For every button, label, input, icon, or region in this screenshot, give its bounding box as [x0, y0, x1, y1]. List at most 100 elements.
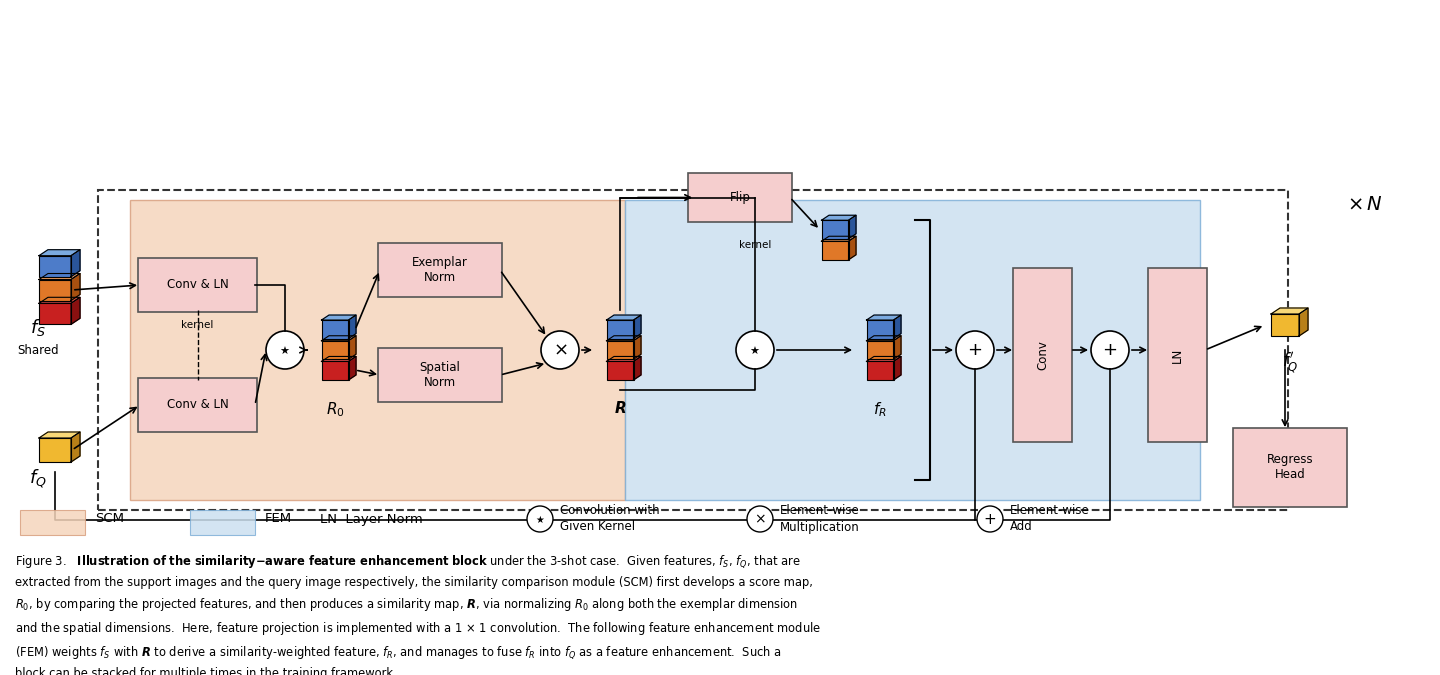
- Polygon shape: [1299, 308, 1308, 336]
- Circle shape: [747, 506, 773, 532]
- Polygon shape: [71, 273, 81, 300]
- Circle shape: [541, 331, 579, 369]
- Polygon shape: [348, 335, 356, 359]
- FancyBboxPatch shape: [1012, 268, 1071, 442]
- Text: $\bigstar$: $\bigstar$: [279, 344, 291, 356]
- Text: LN  Layer Norm: LN Layer Norm: [320, 512, 423, 526]
- FancyBboxPatch shape: [130, 200, 625, 500]
- Text: Conv & LN: Conv & LN: [167, 398, 229, 412]
- Circle shape: [976, 506, 1004, 532]
- FancyBboxPatch shape: [377, 348, 503, 402]
- Circle shape: [1092, 331, 1129, 369]
- Polygon shape: [606, 335, 641, 341]
- Polygon shape: [634, 335, 641, 359]
- Bar: [606, 320, 634, 339]
- FancyBboxPatch shape: [1148, 268, 1207, 442]
- Text: $\bigstar$: $\bigstar$: [749, 344, 760, 356]
- Bar: [321, 320, 348, 339]
- Polygon shape: [348, 315, 356, 339]
- Text: Conv: Conv: [1035, 340, 1048, 370]
- Text: Flip: Flip: [730, 191, 750, 204]
- Text: $\times\, N$: $\times\, N$: [1348, 196, 1382, 215]
- Polygon shape: [867, 335, 901, 341]
- Polygon shape: [39, 273, 81, 279]
- Bar: [321, 361, 348, 380]
- FancyBboxPatch shape: [138, 378, 256, 432]
- Polygon shape: [848, 215, 855, 239]
- Polygon shape: [634, 315, 641, 339]
- Text: Figure 3.   $\bf{Illustration\ of\ the\ similarity}$$\bf{-aware\ feature\ enhanc: Figure 3. $\bf{Illustration\ of\ the\ si…: [14, 553, 821, 675]
- Text: kernel: kernel: [739, 240, 772, 250]
- Bar: [867, 361, 893, 380]
- Text: Convolution with
Given Kernel: Convolution with Given Kernel: [560, 504, 660, 533]
- Text: $\bigstar$: $\bigstar$: [534, 514, 546, 524]
- Bar: [606, 341, 634, 359]
- Bar: [867, 341, 893, 359]
- Text: $+$: $+$: [984, 512, 996, 526]
- Text: Exemplar
Norm: Exemplar Norm: [412, 256, 468, 284]
- Text: Element-wise
Multiplication: Element-wise Multiplication: [780, 504, 860, 533]
- Text: kernel: kernel: [181, 320, 213, 330]
- Polygon shape: [634, 356, 641, 380]
- Polygon shape: [821, 215, 855, 220]
- Text: $\boldsymbol{R}$: $\boldsymbol{R}$: [613, 400, 626, 416]
- Polygon shape: [848, 236, 855, 260]
- Text: $\boldsymbol{f_S}$: $\boldsymbol{f_S}$: [30, 317, 46, 338]
- Text: FEM: FEM: [265, 512, 292, 526]
- Bar: [606, 361, 634, 380]
- FancyBboxPatch shape: [138, 258, 256, 312]
- FancyBboxPatch shape: [688, 173, 792, 222]
- Polygon shape: [867, 356, 901, 361]
- Text: Regress
Head: Regress Head: [1267, 454, 1313, 481]
- Bar: [20, 510, 85, 535]
- Text: $\boldsymbol{f_R}$: $\boldsymbol{f_R}$: [873, 400, 887, 418]
- Text: $\boldsymbol{f_Q}$: $\boldsymbol{f_Q}$: [29, 467, 48, 489]
- Text: $\times$: $\times$: [553, 341, 567, 359]
- Text: LN: LN: [1171, 348, 1184, 362]
- Polygon shape: [1272, 308, 1308, 314]
- Polygon shape: [71, 250, 81, 277]
- Polygon shape: [321, 356, 356, 361]
- Polygon shape: [39, 432, 81, 438]
- FancyBboxPatch shape: [1233, 428, 1346, 507]
- Polygon shape: [606, 356, 641, 361]
- Bar: [821, 220, 848, 239]
- Bar: [39, 438, 71, 462]
- Bar: [39, 256, 71, 277]
- Bar: [321, 341, 348, 359]
- Text: $\times$: $\times$: [755, 512, 766, 526]
- Circle shape: [527, 506, 553, 532]
- Bar: [39, 303, 71, 324]
- Polygon shape: [821, 236, 855, 241]
- Bar: [821, 241, 848, 260]
- Polygon shape: [867, 315, 901, 320]
- Polygon shape: [348, 356, 356, 380]
- Text: Conv & LN: Conv & LN: [167, 279, 229, 292]
- Text: $\boldsymbol{R_0}$: $\boldsymbol{R_0}$: [325, 400, 344, 418]
- Polygon shape: [71, 432, 81, 462]
- Text: $+$: $+$: [1103, 341, 1117, 359]
- Polygon shape: [321, 335, 356, 341]
- Bar: [1272, 314, 1299, 336]
- Polygon shape: [39, 297, 81, 303]
- Polygon shape: [321, 315, 356, 320]
- FancyBboxPatch shape: [377, 243, 503, 297]
- Polygon shape: [606, 315, 641, 320]
- Polygon shape: [893, 356, 901, 380]
- Polygon shape: [893, 335, 901, 359]
- Polygon shape: [71, 297, 81, 324]
- Text: SCM: SCM: [95, 512, 124, 526]
- Circle shape: [266, 331, 304, 369]
- Polygon shape: [893, 315, 901, 339]
- Polygon shape: [39, 250, 81, 256]
- Text: Spatial
Norm: Spatial Norm: [419, 361, 461, 389]
- Bar: [39, 279, 71, 300]
- Text: $+$: $+$: [968, 341, 982, 359]
- Bar: [867, 320, 893, 339]
- Bar: [190, 510, 255, 535]
- Text: Shared: Shared: [17, 344, 59, 356]
- Circle shape: [736, 331, 775, 369]
- FancyBboxPatch shape: [625, 200, 1200, 500]
- Circle shape: [956, 331, 994, 369]
- Text: $\boldsymbol{f_Q'}$: $\boldsymbol{f_Q'}$: [1282, 350, 1299, 375]
